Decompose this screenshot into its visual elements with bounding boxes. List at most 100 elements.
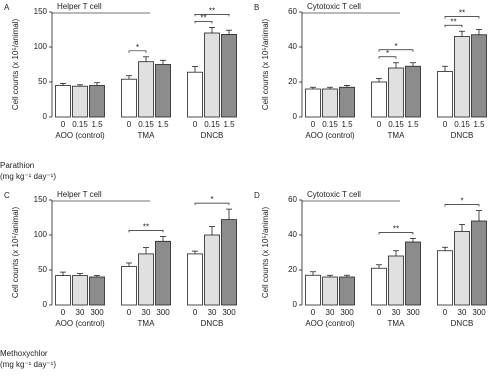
significance-bracket [128,230,164,233]
dose-label: 300 [156,308,170,317]
panel-letter: B [254,3,259,12]
dose-label: 1.5 [223,120,235,129]
y-tick-label: 100 [34,230,48,239]
bar [454,231,470,306]
bar [187,253,203,306]
y-tick-label: 40 [288,42,297,51]
panel-title: Cytotoxic T cell [307,2,361,11]
dose-label: 0.15 [322,120,338,129]
bar [471,34,487,118]
significance-bracket [194,21,213,24]
dose-label: 30 [208,308,217,317]
category-label: DNCB [201,319,224,328]
panel-title: Helper T cell [57,2,102,11]
bar [89,85,105,118]
x-label: Parathion [0,161,34,170]
dose-label: 0 [127,120,132,129]
panel: D Cytotoxic T cell Cell counts (x 10⁵/anim… [254,190,487,328]
significance-label: * [394,42,397,51]
significance-bracket [194,202,230,206]
dose-label: 300 [90,308,104,317]
bar [388,67,404,118]
x-label: Methoxychlor [0,349,48,358]
bar [339,86,355,118]
significance-bracket [194,14,230,17]
y-tick-label: 60 [288,7,297,16]
bar [138,253,154,306]
bar [322,276,338,306]
dose-label: 30 [76,308,85,317]
dose-label: 0 [443,120,448,129]
significance-bracket [378,49,414,52]
dose-label: 30 [142,308,151,317]
dose-label: 0.15 [138,120,154,129]
significance-bracket [378,56,397,59]
bar [405,241,421,306]
bar [55,275,71,306]
significance-label: ** [209,7,215,16]
category-label: AOO (control) [305,319,355,328]
y-tick-label: 50 [38,77,47,86]
panel-letter: C [4,191,10,200]
significance-label: * [210,195,213,204]
panel: B Cytotoxic T cell Cell counts (x 10⁵/anim… [254,2,487,140]
bar [405,65,421,118]
dose-label: 1.5 [157,120,169,129]
dose-label: 0 [377,308,382,317]
dose-label: 0.15 [204,120,220,129]
bar [72,275,88,306]
significance-bracket [128,50,147,53]
bar [437,71,453,118]
y-tick-label: 0 [293,112,298,121]
significance-label: ** [393,225,399,234]
y-tick-label: 150 [34,7,48,16]
bar [55,85,71,118]
panel-letter: D [254,191,260,200]
bar [388,255,404,306]
significance-label: ** [143,223,149,232]
bar [204,32,220,118]
significance-label: ** [200,14,206,23]
bar [371,267,387,306]
y-tick-label: 150 [34,195,48,204]
dose-label: 0 [193,120,198,129]
y-tick-label: 0 [43,300,48,309]
x-unit: (mg kg⁻¹ day⁻¹) [0,360,56,369]
dose-label: 1.5 [91,120,103,129]
dose-label: 1.5 [341,120,353,129]
category-label: TMA [388,319,406,328]
dose-label: 0 [377,120,382,129]
dose-label: 300 [472,308,486,317]
dose-label: 300 [222,308,236,317]
dose-label: 0 [193,308,198,317]
bar [322,88,338,118]
dose-label: 0 [127,308,132,317]
y-tick-label: 40 [288,230,297,239]
bar [471,220,487,306]
dose-label: 0.15 [72,120,88,129]
category-label: TMA [388,131,406,140]
y-axis-label: Cell counts (x 10⁵/animal) [11,18,20,110]
significance-label: ** [450,17,456,26]
significance-bracket [444,204,480,207]
category-label: DNCB [201,131,224,140]
significance-bracket [378,232,414,235]
bar [72,85,88,118]
category-label: TMA [138,319,156,328]
dose-label: 0 [443,308,448,317]
significance-label: * [136,43,139,52]
dose-label: 1.5 [407,120,419,129]
y-axis-label: Cell counts (x 10⁵/animal) [11,206,20,298]
bar [204,234,220,306]
significance-label: ** [459,9,465,18]
y-tick-label: 100 [34,42,48,51]
y-tick-label: 0 [293,300,298,309]
dose-label: 30 [392,308,401,317]
dose-label: 0 [311,308,316,317]
significance-label: * [460,197,463,206]
dose-label: 300 [406,308,420,317]
dose-label: 0 [61,120,66,129]
dose-label: 0 [311,120,316,129]
